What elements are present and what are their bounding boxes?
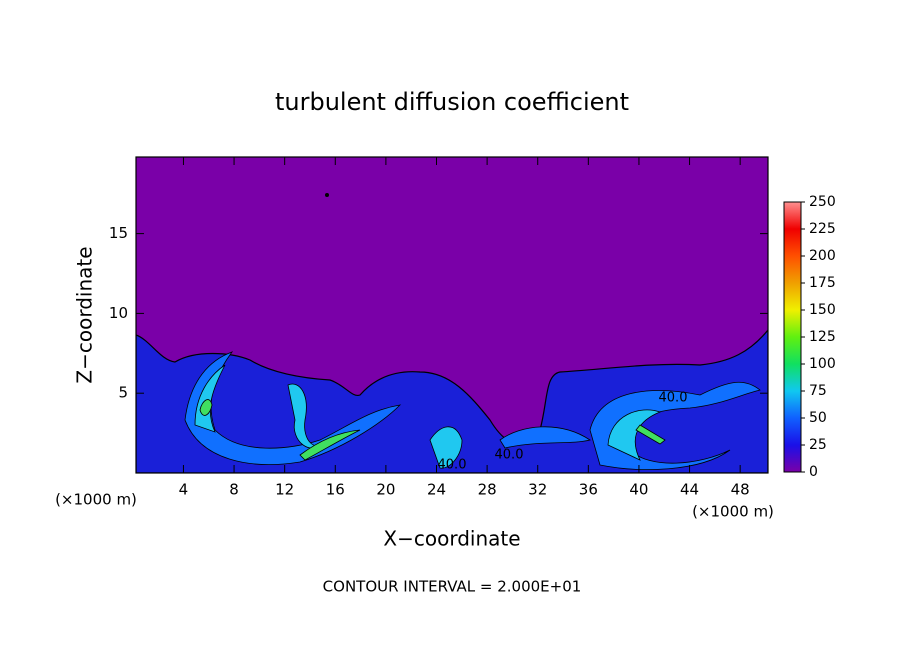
y-tick-label: 15 <box>109 224 128 242</box>
x-tick-label: 12 <box>275 481 294 499</box>
x-unit-label: (×1000 m) <box>692 503 774 521</box>
x-tick-label: 36 <box>579 481 598 499</box>
colorbar-tick-label: 200 <box>809 248 836 264</box>
x-tick-label: 40 <box>629 481 648 499</box>
x-tick-label: 16 <box>326 481 345 499</box>
field-streak <box>607 409 662 461</box>
colorbar-tick-label: 225 <box>809 221 836 237</box>
x-tick-label: 24 <box>427 481 446 499</box>
field-streak <box>499 426 591 449</box>
x-unit-label: (×1000 m) <box>55 491 137 509</box>
field-streak <box>429 426 463 469</box>
x-tick-label: 32 <box>528 481 547 499</box>
colorbar <box>783 201 802 473</box>
y-tick-label: 5 <box>118 384 128 402</box>
colorbar-tick-label: 125 <box>809 329 836 345</box>
colorbar-tick-label: 175 <box>809 275 836 291</box>
contour-label: 40.0 <box>495 448 524 463</box>
x-tick-label: 28 <box>478 481 497 499</box>
field-streak <box>299 429 361 461</box>
footer: CONTOUR INTERVAL = 2.000E+01 <box>323 578 582 596</box>
y-axis-label: Z−coordinate <box>73 246 97 383</box>
colorbar-tick-label: 25 <box>809 437 827 453</box>
contour-label: 40.0 <box>438 458 467 473</box>
contour-label: 40.0 <box>659 391 688 406</box>
field-streak <box>589 381 761 470</box>
colorbar-tick-label: 75 <box>809 383 827 399</box>
x-tick-label: 20 <box>376 481 395 499</box>
chart-title: turbulent diffusion coefficient <box>275 88 629 116</box>
x-tick-label: 4 <box>179 481 189 499</box>
plot-frame <box>135 156 769 474</box>
field-streak <box>199 399 213 416</box>
colorbar-tick-label: 100 <box>809 356 836 372</box>
x-tick-label: 8 <box>229 481 239 499</box>
colorbar-tick-label: 0 <box>809 464 818 480</box>
field-streak <box>194 364 226 433</box>
x-tick-label: 44 <box>680 481 699 499</box>
field-streak <box>635 424 666 445</box>
y-tick-label: 10 <box>109 304 128 322</box>
colorbar-tick-label: 150 <box>809 302 836 318</box>
field-dot <box>325 193 329 197</box>
x-axis-label: X−coordinate <box>383 527 520 551</box>
colorbar-tick-label: 250 <box>809 194 836 210</box>
field <box>136 157 768 473</box>
x-tick-label: 48 <box>731 481 750 499</box>
colorbar-tick-label: 50 <box>809 410 827 426</box>
